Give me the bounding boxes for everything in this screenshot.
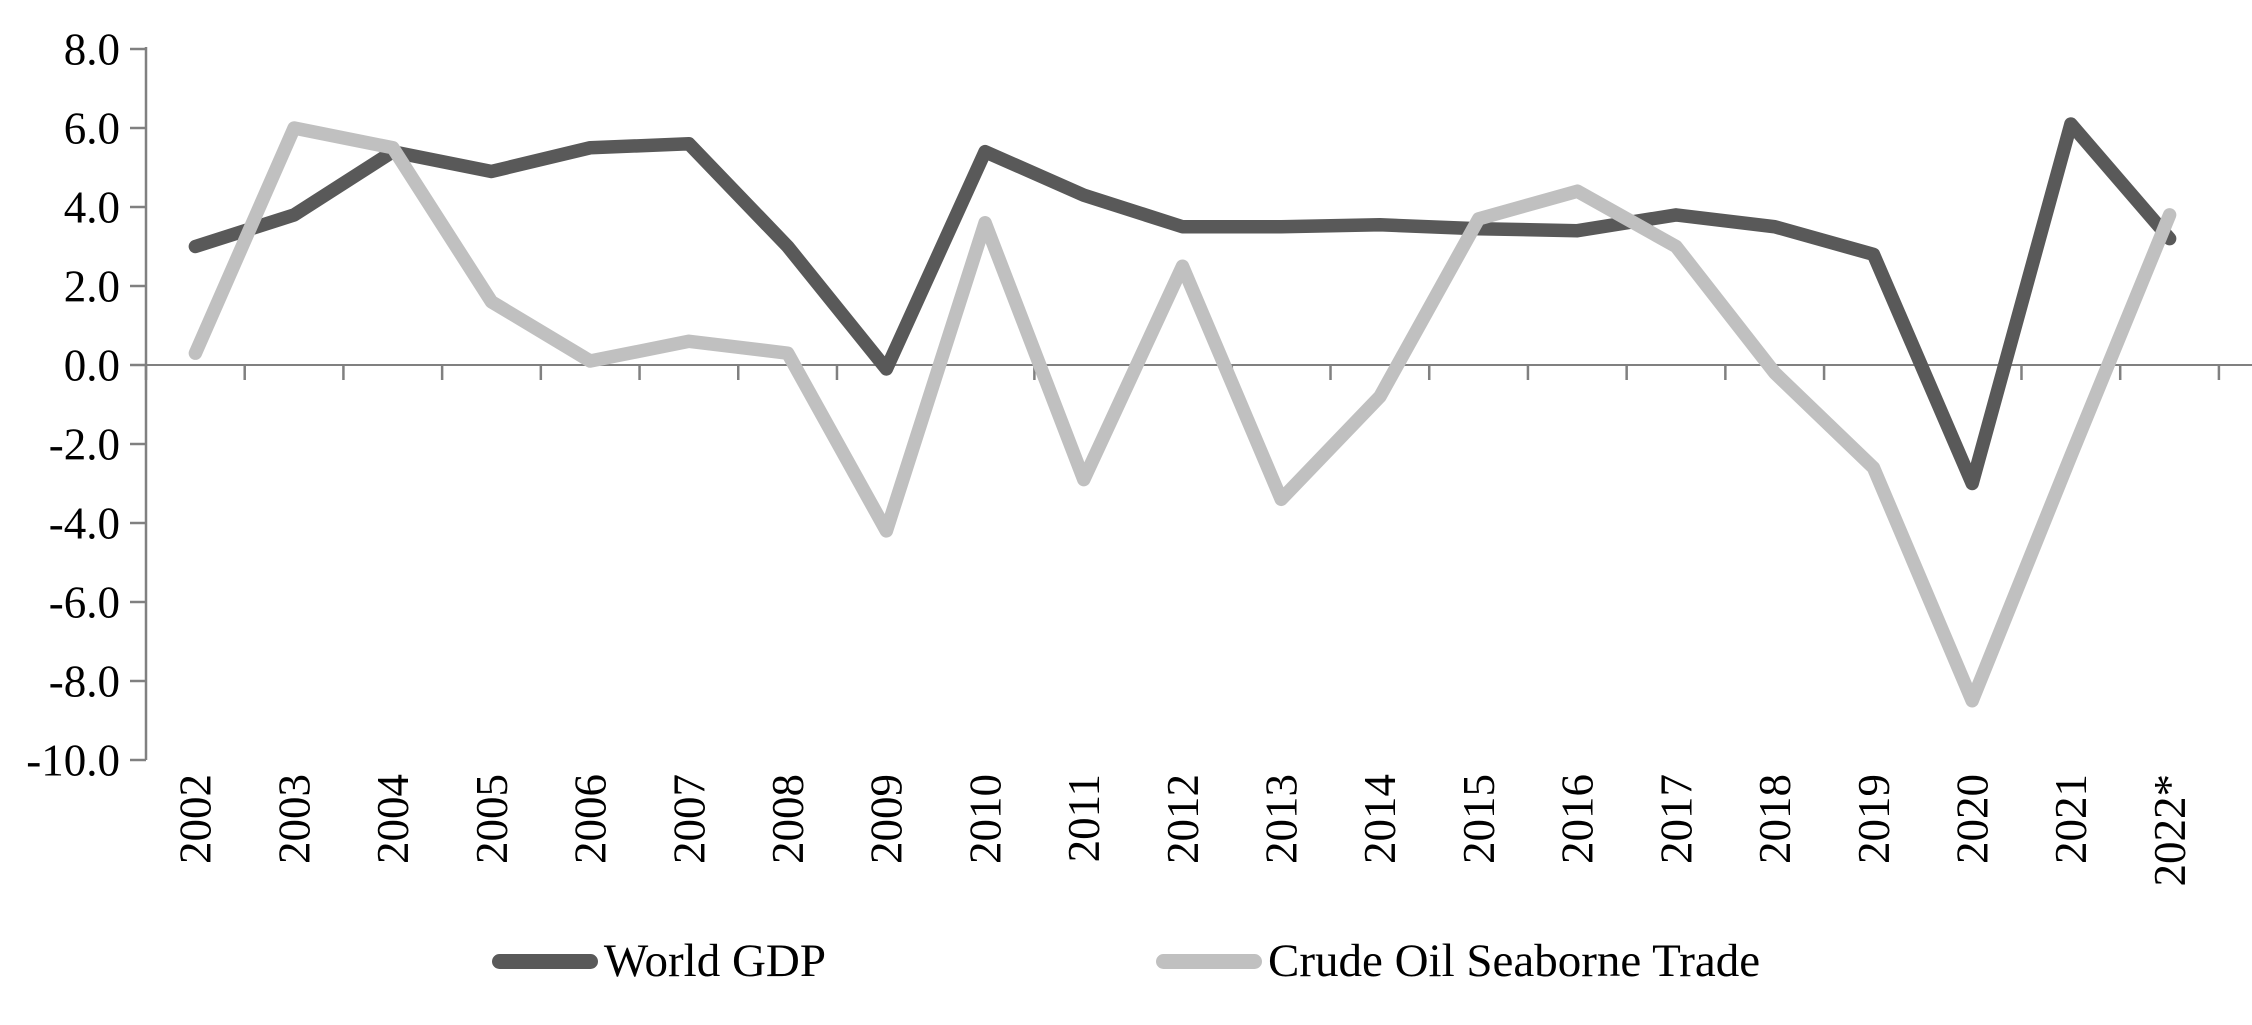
x-axis-tick-label: 2012 [1158,774,1208,864]
chart-legend: World GDP Crude Oil Seaborne Trade [0,938,2252,985]
y-axis-tick-label: 6.0 [64,103,120,153]
y-axis-tick-label: 2.0 [64,261,120,311]
y-axis-tick-label: -4.0 [49,498,120,548]
world-gdp-line-swatch-icon [491,954,598,969]
x-axis-tick-label: 2005 [467,774,517,864]
y-axis-tick-label: 4.0 [64,182,120,232]
y-axis-tick-label: -6.0 [49,577,120,627]
x-axis-tick-label: 2008 [763,774,813,864]
crude-oil-seaborne-trade-line [188,121,2177,708]
x-axis-tick-label: 2003 [269,774,319,864]
world-gdp-line [188,117,2177,491]
legend-item-world-gdp: World GDP [491,935,826,987]
x-axis-tick-label: 2002 [171,774,221,864]
x-axis-tick-label: 2006 [566,774,616,864]
y-axis-tick-label: -8.0 [49,656,120,706]
y-axis-tick-label: -10.0 [26,735,120,785]
x-axis-tick-label: 2018 [1750,774,1800,864]
x-axis-tick-label: 2019 [1849,774,1899,864]
x-axis-tick-label: 2007 [664,774,714,864]
x-axis-tick-label: 2017 [1651,774,1701,864]
x-axis-tick-label: 2011 [1059,774,1109,862]
y-axis-tick-label: -2.0 [49,419,120,469]
legend-label-crude-oil-seaborne-trade: Crude Oil Seaborne Trade [1267,935,1761,987]
legend-label-world-gdp: World GDP [603,935,826,987]
x-axis-tick-label: 2022* [2145,774,2195,887]
x-axis-tick-label: 2014 [1355,774,1405,864]
y-axis-tick-label: 8.0 [64,24,120,74]
x-axis-tick-label: 2021 [2046,774,2096,864]
x-axis-tick-label: 2013 [1257,774,1307,864]
legend-item-crude-oil-seaborne-trade: Crude Oil Seaborne Trade [1155,935,1761,987]
x-axis-tick-label: 2015 [1454,774,1504,864]
x-axis-tick-label: 2020 [1947,774,1997,864]
y-axis-tick-label: 0.0 [64,340,120,390]
x-axis-tick-label: 2004 [368,774,418,864]
x-axis-tick-label: 2010 [960,774,1010,864]
crude-oil-seaborne-trade-line-swatch-icon [1155,954,1262,969]
x-axis-tick-label: 2016 [1553,774,1603,864]
x-axis-tick-label: 2009 [862,774,912,864]
